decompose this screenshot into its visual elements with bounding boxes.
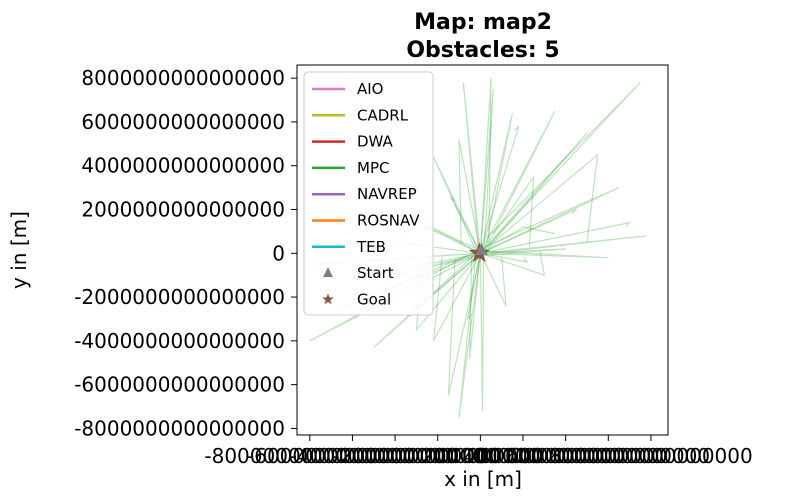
series-mpc-path-34 bbox=[466, 253, 481, 321]
y-tick-label-6: 4000000000000000 bbox=[81, 154, 285, 178]
legend-label-start: Start bbox=[357, 264, 394, 282]
series-mpc-path-13 bbox=[479, 110, 556, 254]
legend-swatch-start bbox=[323, 267, 333, 278]
x-tick-label-4: 0 bbox=[474, 444, 487, 468]
y-tick-label-3: -2000000000000000 bbox=[74, 285, 285, 309]
series-mpc-path-39 bbox=[480, 252, 530, 263]
y-tick-label-4: 0 bbox=[272, 241, 285, 265]
series-mpc-path-16 bbox=[480, 187, 620, 254]
series-mpc-path-0 bbox=[458, 253, 481, 418]
y-tick-label-1: -6000000000000000 bbox=[74, 373, 285, 397]
series-mpc-path-21 bbox=[447, 253, 481, 396]
series-mpc-path-20 bbox=[480, 226, 556, 254]
series-mpc-path-18 bbox=[480, 250, 609, 259]
legend-label-navrep: NAVREP bbox=[357, 185, 417, 203]
chart-title-line-1: Map: map2 bbox=[414, 10, 552, 35]
x-tick-label-3: -2000000000000000 bbox=[332, 444, 543, 468]
legend-box bbox=[303, 71, 434, 316]
legend-label-dwa: DWA bbox=[357, 133, 394, 151]
y-tick-label-0: -8000000000000000 bbox=[74, 416, 285, 440]
y-tick-label-8: 8000000000000000 bbox=[81, 66, 285, 90]
series-mpc-path-15 bbox=[479, 132, 588, 254]
y-tick-label-5: 2000000000000000 bbox=[81, 197, 285, 221]
x-axis-label: x in [m] bbox=[444, 467, 522, 491]
series-mpc-path-10 bbox=[462, 82, 481, 254]
series-mpc-path-28 bbox=[480, 153, 599, 254]
series-mpc-path-35 bbox=[449, 195, 481, 254]
series-mpc-path-12 bbox=[479, 113, 513, 254]
series-mpc-path-22 bbox=[469, 253, 481, 359]
y-tick-label-2: -4000000000000000 bbox=[74, 329, 285, 353]
series-mpc-path-3 bbox=[373, 252, 481, 348]
start-marker-0 bbox=[475, 243, 488, 255]
x-axis-ticks: -8000000000000000-6000000000000000-40000… bbox=[204, 435, 753, 468]
legend-label-rosnav: ROSNAV bbox=[357, 212, 420, 230]
series-mpc-path-29 bbox=[480, 250, 546, 277]
legend-label-mpc: MPC bbox=[357, 159, 389, 177]
x-tick-label-2: -4000000000000000 bbox=[290, 444, 501, 468]
x-tick-label-6: 4000000000000000 bbox=[464, 444, 668, 468]
series-mpc-path-30 bbox=[479, 253, 507, 307]
legend-label-cadrl: CADRL bbox=[357, 106, 409, 124]
legend: AIO CADRL DWA MPC NAVREP ROSNAV TEB Start Goal bbox=[303, 71, 434, 316]
series-mpc-path-38 bbox=[480, 221, 632, 254]
chart-title-line-2: Obstacles: 5 bbox=[406, 38, 559, 63]
series-mpc-path-1 bbox=[479, 253, 485, 411]
series-mpc-path-26 bbox=[479, 78, 492, 254]
plot-area-frame bbox=[296, 64, 669, 436]
series-mpc-path-27 bbox=[479, 174, 535, 254]
series-mpc-path-37 bbox=[480, 208, 577, 254]
series-mpc-path-17 bbox=[480, 235, 647, 254]
x-tick-label-5: 2000000000000000 bbox=[421, 444, 625, 468]
series-mpc-path-14 bbox=[479, 82, 641, 254]
series-mpc-path-11 bbox=[479, 89, 494, 254]
x-tick-label-0: -8000000000000000 bbox=[204, 444, 415, 468]
legend-swatch-goal bbox=[322, 293, 334, 305]
series-mpc-path-19 bbox=[480, 248, 566, 257]
x-tick-label-8: 8000000000000000 bbox=[549, 444, 753, 468]
y-axis-label: y in [m] bbox=[7, 211, 31, 289]
series-mpc-path-2 bbox=[432, 253, 481, 342]
legend-label-aio: AIO bbox=[357, 80, 384, 98]
series-mpc-path-36 bbox=[479, 125, 520, 254]
legend-label-teb: TEB bbox=[356, 238, 386, 256]
x-tick-label-7: 6000000000000000 bbox=[507, 444, 711, 468]
y-axis-ticks: -8000000000000000 -6000000000000000 -40000… bbox=[74, 66, 297, 440]
x-tick-label-1: -6000000000000000 bbox=[247, 444, 458, 468]
y-tick-label-7: 6000000000000000 bbox=[81, 110, 285, 134]
legend-label-goal: Goal bbox=[357, 290, 391, 308]
series-mpc-path-25 bbox=[458, 139, 481, 254]
